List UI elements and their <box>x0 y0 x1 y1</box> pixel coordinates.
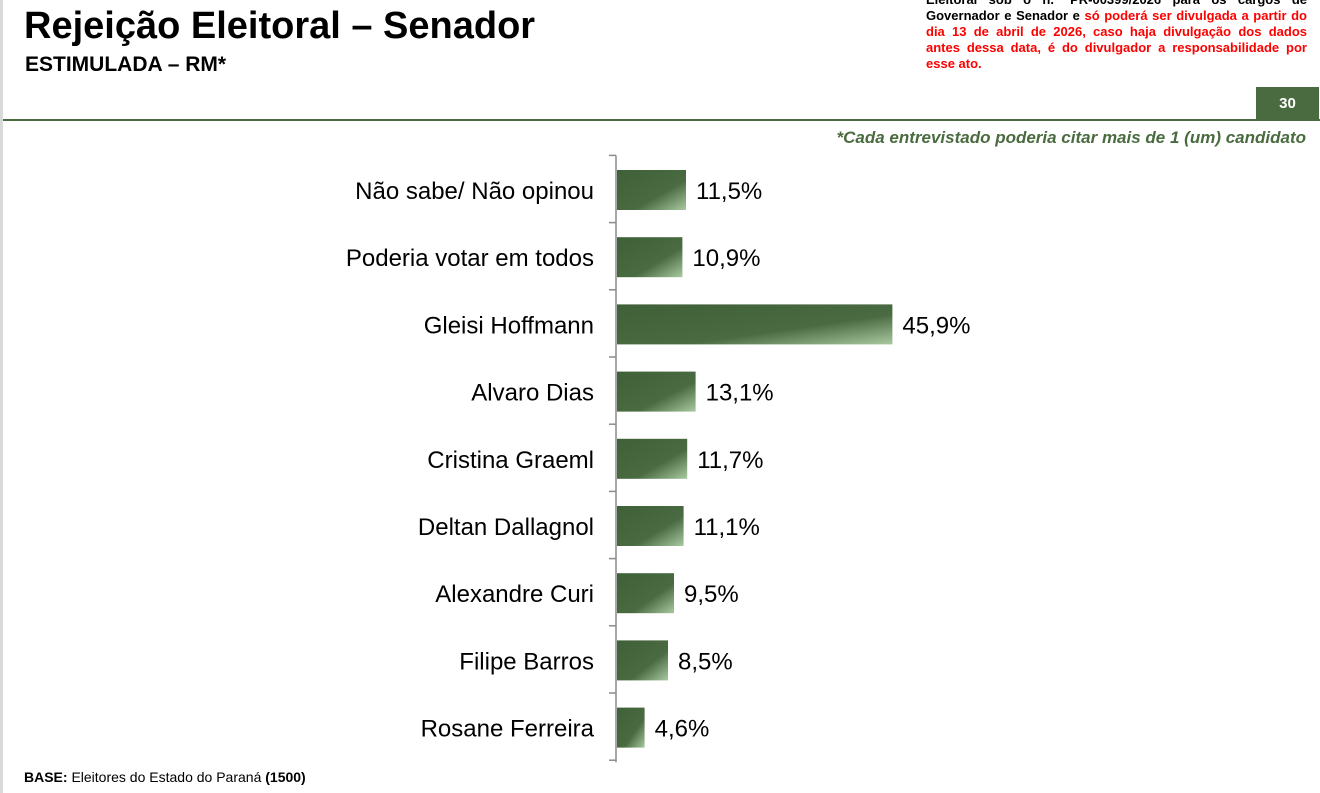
bar-0 <box>617 170 686 210</box>
value-label: 11,7% <box>697 447 763 474</box>
value-label: 13,1% <box>706 380 774 407</box>
base-count: (1500) <box>265 769 306 785</box>
value-label: 4,6% <box>655 716 710 743</box>
page-subtitle: ESTIMULADA – RM* <box>25 53 227 76</box>
bar-4 <box>617 438 688 479</box>
category-label: Deltan Dallagnol <box>418 514 594 541</box>
category-label: Cristina Graeml <box>427 447 594 474</box>
category-label: Rosane Ferreira <box>421 716 595 743</box>
left-edge-line <box>0 0 3 793</box>
value-label: 11,1% <box>694 514 760 541</box>
value-label: 45,9% <box>902 312 970 339</box>
base-text: Eleitores do Estado do Paraná <box>67 769 266 785</box>
category-label: Não sabe/ Não opinou <box>355 178 594 205</box>
bar-7 <box>617 640 668 681</box>
category-label: Alvaro Dias <box>471 380 594 407</box>
category-label: Alexandre Curi <box>435 581 594 608</box>
category-label: Filipe Barros <box>459 648 594 675</box>
value-label: 9,5% <box>684 581 739 608</box>
bar-2 <box>617 304 893 345</box>
chart-note: *Cada entrevistado poderia citar mais de… <box>836 128 1306 147</box>
legal-disclaimer: Eleitoral sob o n.º PR-00399/2026 para o… <box>926 0 1307 72</box>
base-label: BASE: <box>24 769 68 785</box>
value-label: 10,9% <box>692 245 760 272</box>
value-label: 11,5% <box>696 178 762 205</box>
page-title: Rejeição Eleitoral – Senador <box>24 5 536 47</box>
header-divider <box>3 119 1320 121</box>
bar-6 <box>617 573 674 614</box>
legal-disclaimer-text: Eleitoral sob o n.º PR-00399/2026 para o… <box>926 0 1307 23</box>
page-number-badge: 30 <box>1256 87 1319 120</box>
category-label: Poderia votar em todos <box>346 245 594 272</box>
legal-disclaimer-warning: só poderá ser divulgada a partir do dia … <box>926 8 1307 71</box>
value-label: 8,5% <box>678 648 733 675</box>
bar-8 <box>617 707 645 748</box>
category-label: Gleisi Hoffmann <box>424 312 594 339</box>
bar-1 <box>617 237 683 278</box>
bar-5 <box>617 506 684 546</box>
base-note: BASE: Eleitores do Estado do Paraná (150… <box>24 769 306 785</box>
bar-3 <box>617 371 696 412</box>
